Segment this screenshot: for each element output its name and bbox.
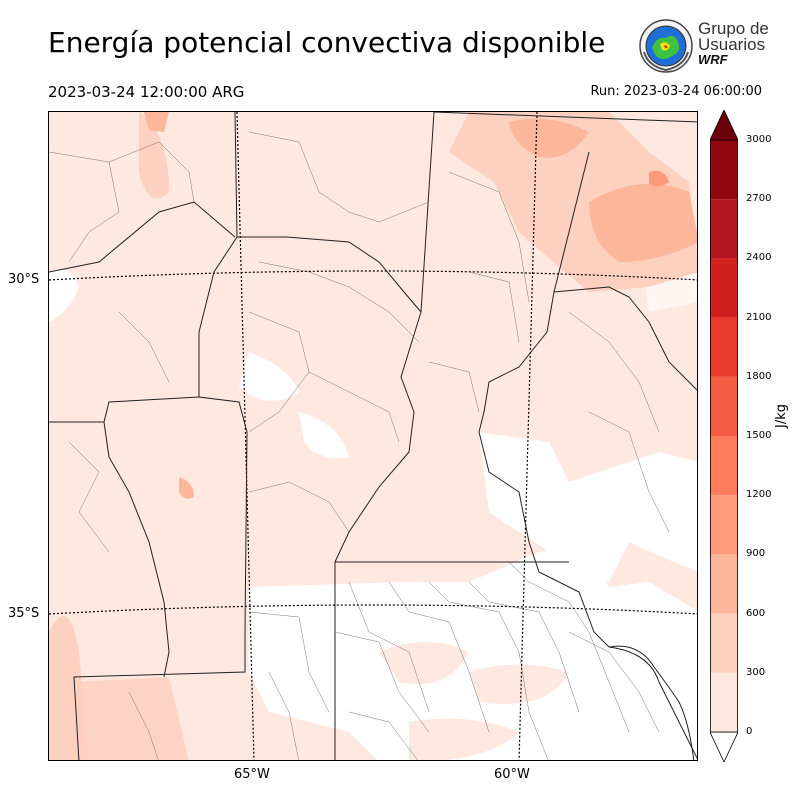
valid-time: 2023-03-24 12:00:00 ARG <box>48 83 245 101</box>
colorbar-tick-label: 600 <box>746 607 766 619</box>
no-cape-area <box>249 542 697 760</box>
colorbar-tick-label: 2400 <box>746 252 772 264</box>
colorbar-tick-label: 3000 <box>746 134 772 145</box>
colorbar-segment <box>710 672 738 732</box>
wrf-logo: Grupo de Usuarios WRF <box>638 16 769 76</box>
lat-label-35s: 35°S <box>8 606 40 621</box>
colorbar-tick-label: 300 <box>746 666 766 678</box>
cape-field-300-600 <box>139 112 169 199</box>
colorbar-segment <box>710 258 738 318</box>
logo-line-3: WRF <box>698 52 728 67</box>
no-cape-area <box>479 432 697 582</box>
wrf-globe-seal-icon <box>639 19 693 73</box>
colorbar-tick-label: 2100 <box>746 311 772 323</box>
colorbar-segment <box>710 140 738 200</box>
latitude-gridline-35s <box>49 604 697 615</box>
lon-label-65w: 65°W <box>234 767 270 782</box>
colorbar-extend-under <box>710 731 738 762</box>
colorbar-frame <box>710 139 738 733</box>
cape-map <box>48 111 698 761</box>
colorbar-segment <box>710 495 738 555</box>
colorbar-segment <box>710 376 738 436</box>
no-cape-area <box>239 352 299 401</box>
cape-field-0-300 <box>409 718 519 760</box>
colorbar-segment <box>710 199 738 259</box>
colorbar-segment <box>710 613 738 673</box>
cape-field-900-1200 <box>649 170 669 187</box>
cape-field-600-900 <box>144 112 169 132</box>
cape-field-0-300 <box>469 664 569 704</box>
colorbar-extend-over <box>710 110 738 141</box>
longitude-gridline-60w <box>518 112 538 760</box>
colorbar-tick-label: 1200 <box>746 489 772 501</box>
cape-field-600-900 <box>589 184 697 262</box>
coastline <box>608 645 695 760</box>
colorbar-segment <box>710 436 738 496</box>
colorbar-segment <box>710 554 738 614</box>
no-cape-area <box>299 412 349 458</box>
department-boundaries <box>49 131 670 760</box>
no-cape-area <box>49 269 79 322</box>
cape-field-600-900 <box>509 118 589 158</box>
cape-field-600-900 <box>179 477 194 499</box>
cape-field-300-600 <box>74 677 189 760</box>
colorbar-tick-label: 0 <box>746 726 753 737</box>
map-title: Energía potencial convectiva disponible <box>48 26 606 59</box>
latitude-gridline-30s <box>49 270 697 281</box>
logo-line-2: Usuarios <box>698 35 766 54</box>
colorbar-tick-label: 2700 <box>746 193 772 205</box>
province-boundaries <box>49 112 697 760</box>
cape-field-0-300 <box>379 642 469 684</box>
colorbar-tick-label: 1500 <box>746 430 772 441</box>
run-time: Run: 2023-03-24 06:00:00 <box>590 84 762 99</box>
colorbar-tick-label: 900 <box>746 548 766 560</box>
longitude-gridline-65w <box>236 112 255 760</box>
logo-line-1: Grupo de <box>698 19 769 38</box>
colorbar-tick-label: 1800 <box>746 370 772 382</box>
colorbar <box>710 110 738 762</box>
colorbar-segment <box>710 317 738 377</box>
lat-label-30s: 30°S <box>8 272 40 287</box>
lon-label-60w: 60°W <box>494 767 530 782</box>
map-canvas <box>49 112 697 760</box>
colorbar-unit-label: J/kg <box>774 404 789 428</box>
